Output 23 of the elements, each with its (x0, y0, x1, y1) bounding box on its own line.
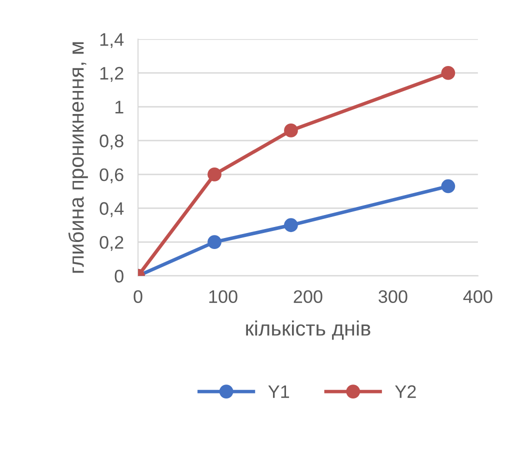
y-tick-label: 1,2 (100, 66, 124, 82)
point (441, 179, 456, 194)
y-axis-title: глибина проникнення, м (68, 42, 88, 273)
x-tick-label: 100 (209, 290, 238, 303)
x-tick-label: 200 (294, 290, 322, 303)
x-axis-title: кількість днів (246, 320, 370, 340)
point (441, 66, 456, 80)
x-tick-label: 300 (378, 290, 408, 303)
y-tick-label: 1,4 (100, 33, 124, 48)
y-tick-label: 0 (114, 270, 124, 283)
y-tick-label: 0,8 (100, 134, 124, 150)
y-tick-label: 0,2 (100, 236, 124, 251)
point (284, 124, 298, 138)
x-tick-label: 0 (134, 290, 142, 303)
point (208, 167, 222, 182)
point (208, 235, 222, 249)
legend-label: Y2 (395, 385, 416, 398)
legend-label: Y1 (268, 385, 290, 398)
y-tick-label: 0,6 (100, 168, 124, 184)
point (284, 218, 298, 232)
y-tick-label: 1 (115, 100, 124, 114)
x-tick-label: 400 (463, 290, 492, 303)
y-tick-label: 0,4 (100, 202, 124, 218)
